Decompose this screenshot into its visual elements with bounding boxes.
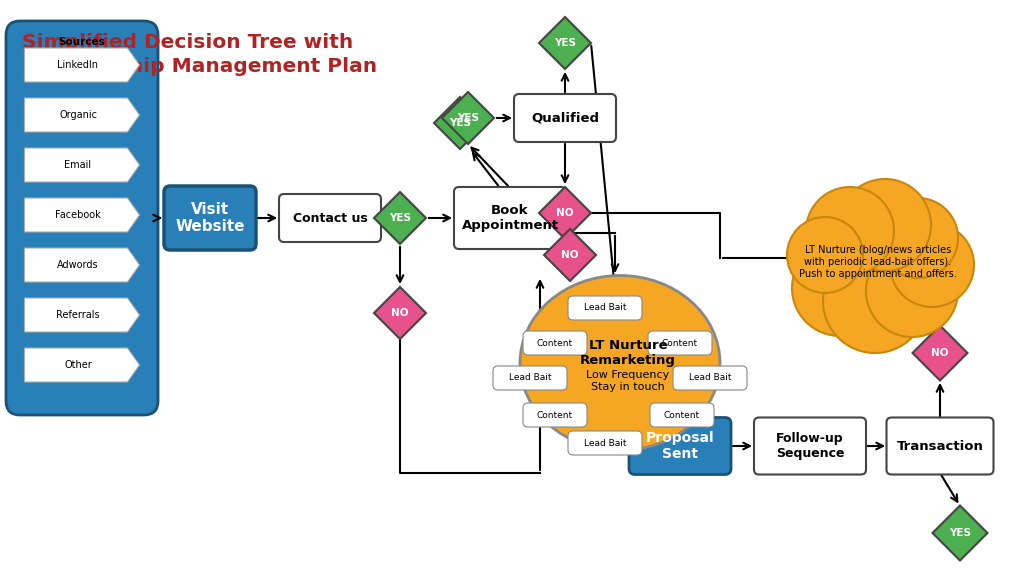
Circle shape	[787, 217, 863, 293]
FancyBboxPatch shape	[523, 403, 587, 427]
Text: Book
Appointment: Book Appointment	[462, 204, 558, 232]
Text: Follow-up
Sequence: Follow-up Sequence	[776, 432, 844, 460]
Circle shape	[866, 245, 958, 337]
FancyBboxPatch shape	[650, 403, 714, 427]
Text: Transaction: Transaction	[897, 439, 983, 453]
Text: Referrals: Referrals	[56, 310, 99, 320]
FancyBboxPatch shape	[754, 418, 866, 474]
Text: Adwords: Adwords	[57, 260, 98, 270]
Text: Qualified: Qualified	[531, 112, 599, 124]
Circle shape	[823, 249, 927, 353]
Text: Lead Bait: Lead Bait	[584, 304, 627, 312]
Text: Organic: Organic	[59, 110, 97, 120]
FancyBboxPatch shape	[493, 366, 567, 390]
Text: YES: YES	[389, 213, 411, 223]
FancyBboxPatch shape	[568, 431, 642, 455]
Text: Content: Content	[537, 339, 573, 347]
FancyBboxPatch shape	[629, 418, 731, 474]
Polygon shape	[933, 505, 987, 560]
Text: YES: YES	[457, 113, 479, 123]
Text: Low Frequency
Stay in touch: Low Frequency Stay in touch	[587, 370, 670, 392]
Polygon shape	[25, 48, 139, 82]
FancyBboxPatch shape	[279, 194, 381, 242]
FancyBboxPatch shape	[673, 366, 746, 390]
FancyBboxPatch shape	[6, 21, 158, 415]
Text: NO: NO	[391, 308, 409, 318]
Text: Visit
Website: Visit Website	[175, 202, 245, 234]
Text: Simplified Decision Tree with
Relationship Management Plan: Simplified Decision Tree with Relationsh…	[22, 33, 377, 76]
Text: Content: Content	[662, 339, 698, 347]
Text: NO: NO	[931, 348, 949, 358]
Circle shape	[806, 187, 894, 275]
Polygon shape	[825, 225, 932, 301]
Text: Proposal
Sent: Proposal Sent	[646, 431, 715, 461]
FancyBboxPatch shape	[887, 418, 993, 474]
Polygon shape	[434, 97, 486, 149]
FancyBboxPatch shape	[523, 331, 587, 355]
Circle shape	[878, 198, 958, 278]
Text: Content: Content	[664, 410, 700, 419]
Text: Contact us: Contact us	[293, 211, 368, 225]
FancyBboxPatch shape	[514, 94, 616, 142]
Polygon shape	[912, 325, 968, 380]
Text: YES: YES	[949, 528, 971, 538]
Circle shape	[839, 179, 931, 271]
FancyBboxPatch shape	[648, 331, 712, 355]
Circle shape	[890, 223, 974, 307]
Polygon shape	[374, 287, 426, 339]
Ellipse shape	[520, 276, 720, 450]
Polygon shape	[374, 192, 426, 244]
Circle shape	[792, 240, 888, 336]
Polygon shape	[442, 92, 494, 144]
Text: Lead Bait: Lead Bait	[584, 438, 627, 448]
Polygon shape	[544, 229, 596, 281]
Text: Lead Bait: Lead Bait	[689, 374, 731, 383]
FancyBboxPatch shape	[454, 187, 566, 249]
Polygon shape	[25, 148, 139, 182]
Polygon shape	[539, 17, 591, 69]
Text: YES: YES	[554, 38, 575, 48]
FancyBboxPatch shape	[568, 296, 642, 320]
Text: LinkedIn: LinkedIn	[57, 60, 98, 70]
Polygon shape	[25, 198, 139, 232]
Text: Lead Bait: Lead Bait	[509, 374, 551, 383]
FancyBboxPatch shape	[164, 186, 256, 250]
Text: Other: Other	[65, 360, 92, 370]
Text: Sources: Sources	[58, 37, 105, 47]
Text: Content: Content	[537, 410, 573, 419]
Text: LT Nurture
Remarketing: LT Nurture Remarketing	[580, 339, 676, 367]
Polygon shape	[25, 298, 139, 332]
Polygon shape	[25, 98, 139, 132]
Polygon shape	[539, 187, 591, 239]
Text: LT Nurture (blog/news articles
with periodic lead-bait offers).
Push to appointm: LT Nurture (blog/news articles with peri…	[799, 245, 956, 278]
Text: Facebook: Facebook	[55, 210, 101, 220]
Polygon shape	[25, 248, 139, 282]
Text: NO: NO	[556, 208, 573, 218]
Text: NO: NO	[561, 250, 579, 260]
Polygon shape	[25, 348, 139, 382]
Text: Email: Email	[65, 160, 91, 170]
Text: YES: YES	[449, 118, 471, 128]
